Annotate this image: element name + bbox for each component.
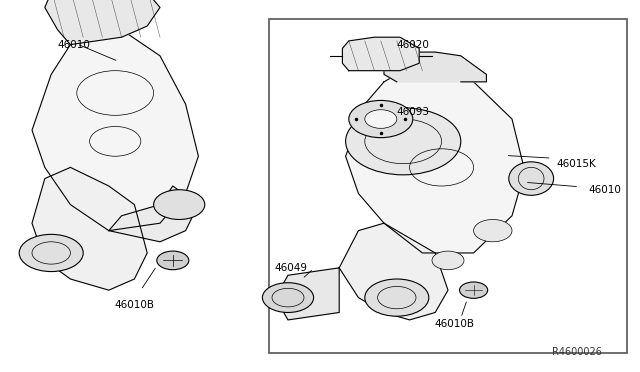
Circle shape bbox=[346, 108, 461, 175]
Bar bbox=[269, 19, 627, 353]
Polygon shape bbox=[342, 37, 419, 71]
Circle shape bbox=[19, 234, 83, 272]
Text: 46093: 46093 bbox=[397, 107, 430, 116]
Polygon shape bbox=[32, 167, 147, 290]
Circle shape bbox=[349, 100, 413, 138]
Text: 46010: 46010 bbox=[589, 185, 621, 195]
Ellipse shape bbox=[509, 162, 554, 195]
Text: 46020: 46020 bbox=[397, 40, 429, 49]
Circle shape bbox=[365, 110, 397, 128]
Polygon shape bbox=[32, 30, 198, 231]
Circle shape bbox=[365, 279, 429, 316]
Circle shape bbox=[262, 283, 314, 312]
Polygon shape bbox=[275, 268, 339, 320]
Text: 46015K: 46015K bbox=[557, 159, 596, 169]
Circle shape bbox=[474, 219, 512, 242]
Polygon shape bbox=[384, 52, 486, 82]
Polygon shape bbox=[45, 0, 160, 45]
Polygon shape bbox=[339, 223, 448, 320]
Text: 46010B: 46010B bbox=[115, 300, 154, 310]
Circle shape bbox=[432, 251, 464, 270]
Polygon shape bbox=[346, 67, 525, 253]
Circle shape bbox=[460, 282, 488, 298]
Text: 46010B: 46010B bbox=[435, 319, 474, 328]
Circle shape bbox=[154, 190, 205, 219]
Circle shape bbox=[157, 251, 189, 270]
Text: 46049: 46049 bbox=[274, 263, 307, 273]
Polygon shape bbox=[109, 186, 198, 242]
Text: 46010: 46010 bbox=[57, 40, 90, 49]
Text: R4600026: R4600026 bbox=[552, 347, 602, 357]
